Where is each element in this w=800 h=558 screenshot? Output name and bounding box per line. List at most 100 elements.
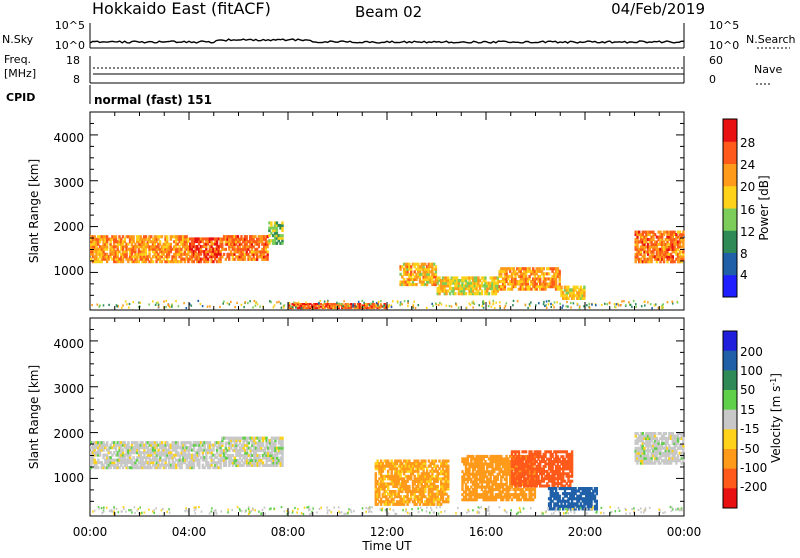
heatmap-cell: [106, 441, 108, 444]
heatmap-cell: [98, 306, 100, 308]
heatmap-cell: [380, 306, 382, 308]
heatmap-cell: [447, 460, 449, 463]
heatmap-cell: [682, 231, 684, 234]
heatmap-cell: [616, 303, 618, 305]
freq-panel: Freq. [MHz] 18 8 60 0 Nave: [4, 53, 782, 86]
heatmap-cell: [186, 307, 188, 309]
cpid-value: normal (fast) 151: [94, 93, 212, 107]
heatmap-cell: [358, 301, 360, 303]
heatmap-cell: [559, 495, 561, 498]
noise-left-tick-top: 10^5: [55, 19, 85, 32]
heatmap-cell: [247, 302, 249, 304]
heatmap-cell: [644, 304, 646, 306]
heatmap-cell: [289, 302, 291, 304]
heatmap-cell: [245, 301, 247, 303]
heatmap-cell: [630, 304, 632, 306]
heatmap-cell: [505, 305, 507, 307]
heatmap-cell: [301, 307, 303, 309]
heatmap-cell: [672, 301, 674, 303]
heatmap-cell: [470, 304, 472, 306]
noise-right-tick-bottom: 10^0: [709, 39, 739, 52]
heatmap-cell: [518, 450, 520, 453]
heatmap-cell: [404, 300, 406, 302]
heatmap-cell: [484, 276, 486, 279]
nave-tick-bottom: 0: [709, 73, 716, 86]
heatmap-cell: [133, 301, 135, 303]
heatmap-cell: [566, 305, 568, 307]
heatmap-cell: [227, 302, 229, 304]
heatmap-cell: [209, 305, 211, 307]
heatmap-cell: [548, 303, 550, 305]
heatmap-cell: [352, 303, 354, 305]
heatmap-cell: [378, 301, 380, 303]
heatmap-cell: [606, 303, 608, 305]
power-ytick-3000: 3000: [53, 176, 84, 190]
heatmap-cell: [415, 307, 417, 309]
heatmap-cell: [108, 304, 110, 306]
heatmap-cell: [474, 303, 476, 305]
heatmap-cell: [472, 302, 474, 304]
heatmap-cell: [494, 307, 496, 309]
heatmap-cell: [156, 302, 158, 304]
heatmap-cell: [481, 290, 483, 293]
heatmap-cell: [544, 305, 546, 307]
heatmap-cell: [525, 304, 527, 306]
heatmap-cell: [202, 305, 204, 307]
heatmap-cell: [548, 272, 550, 275]
heatmap-cell: [483, 303, 485, 305]
heatmap-cell: [140, 302, 142, 304]
heatmap-cell: [447, 495, 449, 498]
heatmap-cell: [388, 306, 390, 308]
heatmap-cell: [225, 248, 227, 251]
heatmap-cell: [635, 303, 637, 305]
heatmap-cell: [618, 304, 620, 306]
freq-tick-bottom: 8: [73, 73, 80, 86]
heatmap-cell: [152, 300, 154, 302]
power-ytick-1000: 1000: [53, 264, 84, 278]
heatmap-cell: [604, 303, 606, 305]
heatmap-cell: [397, 300, 399, 302]
heatmap-cell: [200, 303, 202, 305]
heatmap-cell: [252, 306, 254, 308]
heatmap-cell: [561, 307, 563, 309]
beam-title: Beam 02: [355, 3, 422, 21]
heatmap-cell: [621, 300, 623, 302]
heatmap-cell: [255, 305, 257, 307]
heatmap-cell: [543, 267, 545, 270]
heatmap-cell: [556, 301, 558, 303]
heatmap-cell: [327, 301, 329, 303]
heatmap-cell: [255, 302, 257, 304]
heatmap-cell: [283, 307, 285, 309]
noise-left-label: N.Sky: [2, 33, 34, 46]
heatmap-cell: [478, 304, 480, 306]
heatmap-cell: [270, 221, 273, 224]
heatmap-cell: [546, 307, 548, 309]
heatmap-cell: [258, 454, 260, 457]
heatmap-cell: [259, 306, 261, 308]
heatmap-cell: [257, 303, 259, 305]
heatmap-cell: [446, 305, 448, 307]
heatmap-cell: [499, 307, 501, 309]
heatmap-cell: [324, 301, 326, 303]
heatmap-cell: [103, 304, 105, 306]
heatmap-cell: [383, 304, 385, 306]
heatmap-cell: [635, 306, 637, 308]
heatmap-cell: [148, 303, 150, 305]
heatmap-cell: [439, 302, 441, 304]
heatmap-cell: [620, 304, 622, 306]
noise-left-tick-bottom: 10^0: [55, 39, 85, 52]
heatmap-cell: [614, 303, 616, 305]
heatmap-cell: [177, 441, 179, 444]
heatmap-cell: [377, 304, 379, 306]
heatmap-cell: [571, 480, 573, 483]
heatmap-cell: [407, 305, 409, 307]
freq-tick-top: 18: [66, 54, 80, 67]
heatmap-cell: [333, 307, 335, 309]
station-title: Hokkaido East (fitACF): [92, 0, 271, 18]
heatmap-cell: [222, 303, 224, 305]
heatmap-cell: [294, 302, 296, 304]
heatmap-cell: [280, 302, 282, 304]
heatmap-cell: [472, 306, 474, 308]
heatmap-cell: [499, 301, 501, 303]
heatmap-cell: [488, 292, 490, 295]
